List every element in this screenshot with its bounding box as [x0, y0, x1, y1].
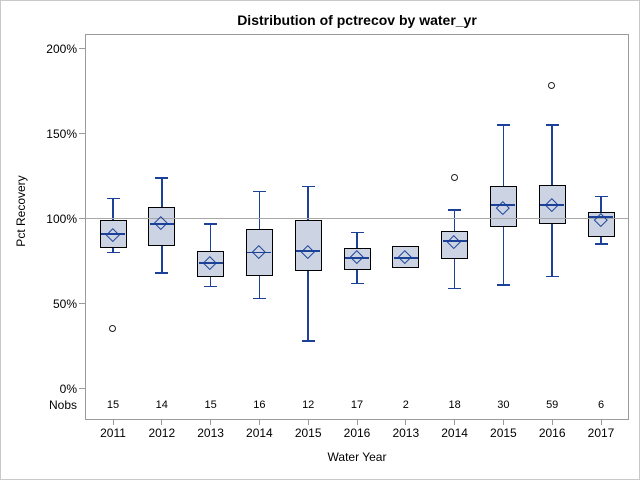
box-iqr	[294, 220, 322, 272]
whisker-cap-top	[204, 223, 218, 225]
y-axis-tick-label: 150%	[46, 126, 77, 141]
x-axis-label: Water Year	[327, 450, 387, 464]
whisker-cap-top	[350, 231, 364, 234]
whisker-cap-top	[448, 209, 462, 211]
x-axis-tick-label: 2013	[392, 426, 420, 440]
whisker-cap-bottom	[301, 340, 315, 342]
median-line	[247, 251, 272, 254]
nobs-value: 15	[204, 399, 217, 411]
y-axis-tick	[79, 303, 85, 305]
median-line	[589, 216, 613, 218]
y-axis-tick	[79, 218, 85, 220]
x-axis-tick-label: 2014	[441, 426, 468, 440]
x-axis-tick	[161, 420, 163, 425]
refline-100pct	[86, 217, 628, 220]
y-axis-tick	[79, 48, 85, 50]
whisker-cap-top	[106, 197, 120, 200]
whisker-cap-bottom	[496, 284, 510, 286]
median-line	[540, 204, 565, 206]
nobs-value: 2	[402, 399, 409, 411]
x-axis-tick	[356, 420, 358, 425]
outlier-circle	[450, 174, 458, 182]
chart-title: Distribution of pctrecov by water_yr	[237, 12, 477, 28]
box-iqr	[392, 245, 420, 268]
plot-area	[85, 34, 629, 420]
y-axis-tick	[79, 133, 85, 135]
box-iqr	[148, 206, 176, 246]
x-axis-tick-label: 2011	[100, 426, 126, 440]
x-axis-tick	[258, 420, 260, 425]
y-axis-tick-label: 100%	[46, 211, 77, 226]
whisker-cap-top	[252, 190, 266, 193]
median-line	[345, 257, 369, 259]
x-axis-tick	[112, 420, 114, 425]
y-axis-tick-label: 50%	[52, 296, 77, 311]
y-axis-tick-label: 200%	[46, 41, 77, 56]
nobs-value: 15	[106, 399, 120, 411]
box-iqr	[587, 211, 615, 238]
x-axis-tick-label: 2016	[343, 426, 371, 440]
box-iqr	[197, 251, 225, 277]
median-line	[442, 240, 467, 242]
nobs-value: 59	[546, 399, 559, 411]
x-axis-tick-label: 2012	[148, 426, 176, 440]
nobs-value: 12	[302, 399, 315, 411]
whisker-cap-bottom	[594, 243, 608, 245]
median-line	[198, 262, 223, 264]
y-axis-tick-label: 0%	[59, 381, 77, 396]
whisker-cap-bottom	[204, 285, 218, 288]
median-line	[296, 250, 321, 252]
median-line	[393, 257, 418, 259]
whisker-cap-top	[155, 177, 169, 179]
whisker-cap-top	[496, 124, 510, 126]
box-iqr	[489, 186, 517, 228]
box-iqr	[343, 247, 371, 270]
nobs-value: 14	[155, 399, 168, 411]
nobs-value: 17	[350, 399, 364, 411]
median-line	[491, 204, 516, 206]
nobs-value: 16	[253, 399, 266, 411]
box-iqr	[441, 230, 469, 260]
x-axis-tick-label: 2015	[294, 426, 322, 440]
outlier-circle	[548, 82, 556, 90]
whisker-cap-bottom	[252, 297, 266, 300]
box-iqr	[538, 184, 566, 224]
y-axis-tick	[79, 388, 85, 390]
whisker-cap-bottom	[448, 287, 462, 290]
whisker-cap-top	[545, 124, 559, 126]
whisker-cap-bottom	[350, 282, 364, 285]
x-axis-tick	[210, 420, 212, 425]
outlier-circle	[109, 325, 117, 333]
x-axis-tick-label: 2016	[538, 426, 566, 440]
x-axis-tick-label: 2014	[246, 426, 273, 440]
x-axis-tick-label: 2013	[197, 426, 224, 440]
nobs-row-label: Nobs	[48, 398, 77, 412]
x-axis-tick	[454, 420, 456, 425]
x-axis-tick	[405, 420, 407, 425]
nobs-value: 18	[448, 399, 461, 411]
x-axis-tick	[551, 420, 553, 425]
whisker-cap-bottom	[155, 272, 169, 274]
median-line	[149, 223, 174, 225]
nobs-value: 6	[597, 399, 605, 411]
median-line	[101, 233, 125, 235]
x-axis-tick	[307, 420, 309, 425]
whisker-cap-top	[301, 185, 315, 188]
nobs-value: 30	[497, 399, 510, 411]
x-axis-tick	[502, 420, 504, 425]
whisker-cap-bottom	[545, 275, 559, 278]
x-axis-tick-label: 2017	[587, 426, 615, 440]
whisker-cap-top	[594, 195, 608, 198]
x-axis-tick	[600, 420, 602, 425]
x-axis-tick-label: 2015	[490, 426, 517, 440]
whisker-cap-bottom	[106, 251, 120, 254]
